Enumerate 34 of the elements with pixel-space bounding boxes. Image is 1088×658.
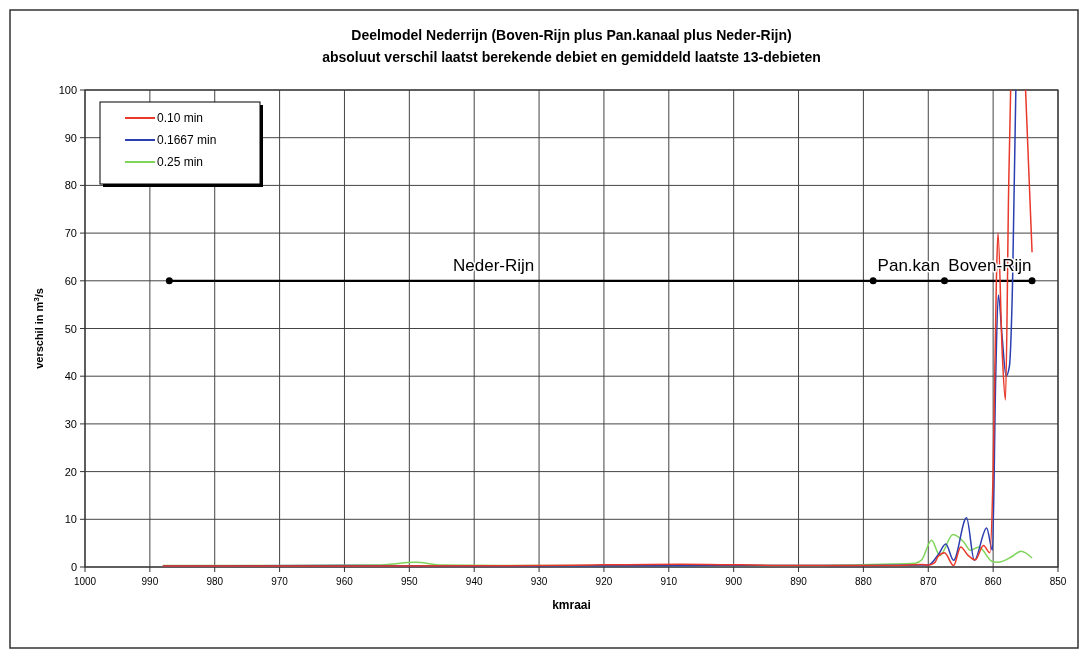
x-tick-label: 930 bbox=[530, 576, 548, 587]
y-tick-label: 70 bbox=[64, 227, 77, 240]
y-tick-label: 50 bbox=[64, 322, 77, 335]
y-tick-label: 90 bbox=[64, 131, 77, 144]
y-tick-label: 40 bbox=[64, 370, 77, 383]
x-tick-label: 950 bbox=[400, 576, 419, 587]
x-tick-label: 900 bbox=[725, 576, 743, 587]
x-tick-label: 890 bbox=[790, 576, 808, 587]
x-tick-label: 980 bbox=[206, 576, 224, 587]
x-tick-label: 960 bbox=[336, 576, 354, 587]
y-tick-label: 0 bbox=[70, 561, 77, 573]
x-tick-label: 860 bbox=[984, 576, 1002, 587]
legend-label: 0.10 min bbox=[157, 111, 204, 125]
y-tick-label: 10 bbox=[64, 513, 77, 526]
x-tick-label: 1000 bbox=[73, 576, 97, 587]
legend-label: 0.1667 min bbox=[157, 133, 217, 147]
chart-subtitle: absoluut verschil laatst berekende debiet en gemiddeld laatste 13-debieten bbox=[322, 49, 821, 65]
y-tick-label: 20 bbox=[64, 465, 77, 478]
x-tick-label: 910 bbox=[660, 576, 678, 587]
x-tick-label: 940 bbox=[465, 576, 483, 587]
y-tick-label: 30 bbox=[64, 417, 77, 430]
x-tick-label: 850 bbox=[1049, 576, 1067, 587]
x-tick-label: 880 bbox=[855, 576, 873, 587]
legend-label: 0.25 min bbox=[157, 155, 204, 169]
x-tick-label: 920 bbox=[595, 576, 613, 587]
x-tick-label: 990 bbox=[141, 576, 159, 587]
y-tick-label: 80 bbox=[64, 179, 77, 192]
x-tick-label: 870 bbox=[919, 576, 938, 587]
x-tick-label: 970 bbox=[271, 576, 289, 587]
annotation: Neder-Rijn bbox=[453, 255, 535, 275]
chart-title: Deelmodel Nederrijn (Boven-Rijn plus Pan.kanaal plus Neder-Rijn) bbox=[351, 27, 792, 43]
y-tick-label: 100 bbox=[58, 84, 77, 96]
x-axis-title: kmraai bbox=[552, 598, 591, 612]
y-tick-label: 60 bbox=[64, 274, 77, 287]
